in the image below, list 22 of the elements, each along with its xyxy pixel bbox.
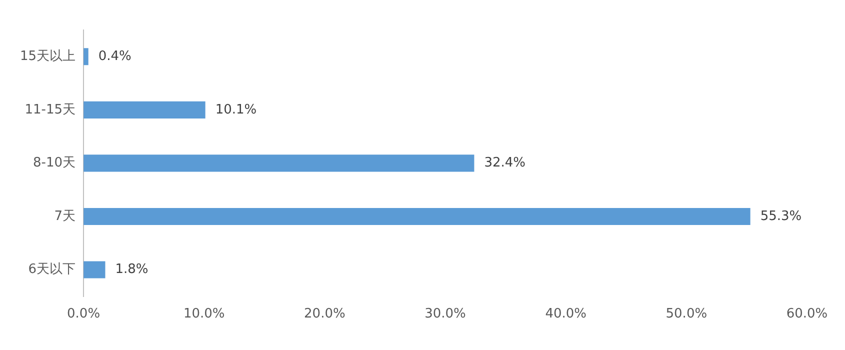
data-label: 10.1% xyxy=(215,102,257,118)
data-label: 32.4% xyxy=(484,156,526,171)
x-tick-label: 60.0% xyxy=(786,306,828,322)
bar xyxy=(84,261,106,278)
x-tick-label: 40.0% xyxy=(545,306,587,322)
y-tick-label: 15天以上 xyxy=(20,49,76,64)
x-tick-label: 10.0% xyxy=(183,306,225,322)
bar xyxy=(84,48,88,66)
x-tick-label: 30.0% xyxy=(424,306,466,322)
data-label: 55.3% xyxy=(760,208,802,224)
x-tick-label: 0.0% xyxy=(67,306,100,322)
x-tick-label: 20.0% xyxy=(304,306,346,322)
bar xyxy=(84,101,206,118)
y-tick-label: 7天 xyxy=(54,208,76,224)
data-label: 0.4% xyxy=(98,49,132,64)
bar xyxy=(84,208,750,226)
bar xyxy=(84,154,474,172)
y-tick-label: 6天以下 xyxy=(28,262,76,278)
y-tick-label: 8-10天 xyxy=(33,156,76,171)
y-tick-label: 11-15天 xyxy=(24,102,76,118)
x-tick-label: 50.0% xyxy=(666,306,708,322)
data-label: 1.8% xyxy=(115,262,148,278)
